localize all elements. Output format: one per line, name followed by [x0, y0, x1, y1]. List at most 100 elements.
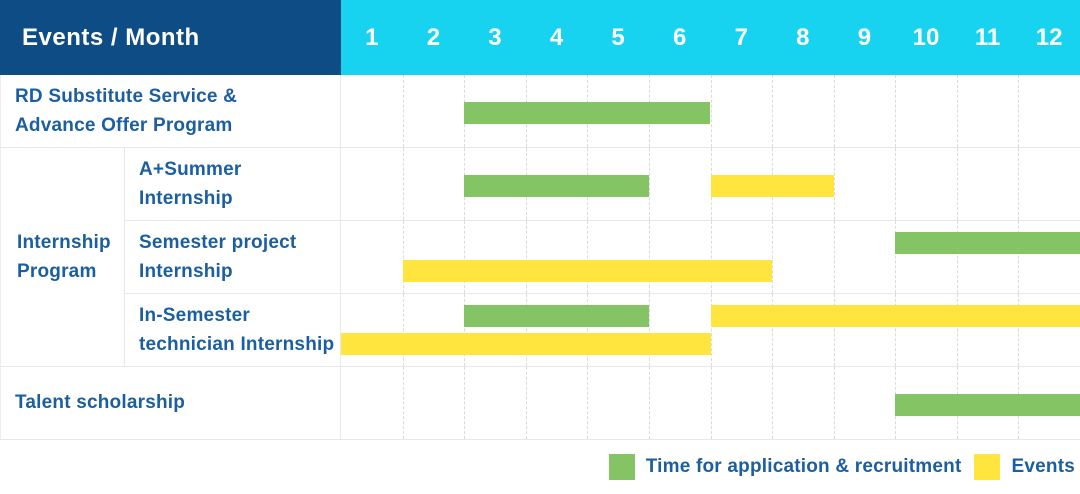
month-label: 1 — [365, 23, 379, 51]
month-label: 2 — [426, 23, 441, 51]
timeline-cell — [341, 221, 1080, 293]
row-label-line: Semester project — [139, 231, 297, 253]
event-bar — [710, 305, 1080, 328]
month-gridline — [587, 221, 589, 293]
row-label-line: Advance Offer Program — [15, 115, 233, 136]
legend-item-events: Events — [974, 454, 1075, 480]
event-bar — [402, 259, 773, 282]
month-label: 7 — [734, 23, 748, 51]
table-row: Talent scholarship — [1, 367, 1080, 440]
month-gridline — [402, 148, 404, 220]
row-label-line: Internship — [139, 261, 233, 282]
month-label: 11 — [974, 23, 1001, 51]
month-gridline — [710, 294, 712, 366]
application-bar — [895, 394, 1080, 417]
month-gridline — [402, 221, 404, 293]
group-rows: A+Summer Internship Semester project Intern… — [125, 148, 1080, 367]
month-header-strip: 1 2 3 4 5 6 7 8 9 10 11 12 — [341, 0, 1080, 75]
month-gridline — [772, 294, 774, 366]
month-gridline — [895, 221, 897, 293]
month-gridline — [1018, 148, 1020, 220]
month-label: 5 — [611, 23, 625, 51]
month-gridline — [956, 221, 958, 293]
month-gridline — [710, 75, 712, 147]
legend: Time for application & recruitment Event… — [0, 440, 1080, 494]
month-label: 8 — [796, 23, 810, 51]
month-label: 4 — [549, 23, 564, 51]
row-label-line: Program — [17, 261, 97, 282]
application-swatch-icon — [608, 454, 635, 480]
month-gridline — [464, 367, 466, 439]
row-label-line: Talent scholarship — [15, 392, 186, 414]
timeline-cell — [341, 367, 1080, 439]
application-bar — [895, 232, 1080, 255]
month-gridline — [956, 75, 958, 147]
month-gridline — [402, 294, 404, 366]
month-gridline — [648, 294, 650, 366]
month-gridline — [895, 148, 897, 220]
table-header: Events / Month 1 2 3 4 5 6 7 8 9 10 11 12 — [0, 0, 1080, 75]
month-gridline — [402, 367, 404, 439]
month-gridline — [710, 221, 712, 293]
row-label-line: Internship — [17, 231, 111, 253]
month-gridline — [772, 221, 774, 293]
row-label-line: technician Internship — [139, 334, 335, 355]
row-label: In-Semester technician Internship — [125, 294, 341, 366]
month-gridline — [895, 294, 897, 366]
month-gridline — [895, 75, 897, 147]
month-label: 10 — [912, 23, 940, 51]
row-label-line: Internship — [139, 188, 233, 209]
timeline-body: RD Substitute Service & Advance Offer Pro… — [0, 75, 1080, 440]
row-label: RD Substitute Service & Advance Offer Pro… — [1, 75, 341, 147]
month-gridline — [833, 75, 835, 147]
event-bar — [341, 332, 711, 355]
month-label: 12 — [1035, 23, 1063, 51]
row-label: Semester project Internship — [125, 221, 341, 293]
row-label: A+Summer Internship — [125, 148, 341, 220]
events-swatch-icon — [974, 454, 1001, 480]
month-gridline — [772, 367, 774, 439]
legend-events-label: Events — [1011, 456, 1075, 477]
month-gridline — [833, 367, 835, 439]
month-gridline — [710, 367, 712, 439]
month-gridline — [525, 294, 527, 366]
timeline-cell — [341, 294, 1080, 366]
month-gridline — [833, 221, 835, 293]
row-label: Talent scholarship — [1, 367, 341, 439]
month-gridline — [1018, 221, 1020, 293]
month-gridline — [648, 148, 650, 220]
month-gridline — [525, 221, 527, 293]
month-gridline — [1018, 294, 1020, 366]
row-label-line: In-Semester — [139, 304, 250, 326]
month-gridline — [1018, 75, 1020, 147]
table-row: A+Summer Internship — [125, 148, 1080, 221]
group-label-cell: Internship Program — [1, 148, 125, 367]
row-group: Internship Program A+Summer Internship Semes… — [1, 148, 1080, 367]
month-gridline — [464, 221, 466, 293]
table-row: RD Substitute Service & Advance Offer Pro… — [1, 75, 1080, 148]
month-gridline — [648, 221, 650, 293]
month-gridline — [402, 75, 404, 147]
application-bar — [464, 175, 649, 198]
timeline-cell — [341, 75, 1080, 147]
month-gridline — [587, 367, 589, 439]
legend-application-label: Time for application & recruitment — [645, 456, 962, 477]
month-gridline — [833, 148, 835, 220]
month-gridline — [648, 367, 650, 439]
month-label: 3 — [488, 23, 502, 51]
legend-item-application: Time for application & recruitment — [608, 454, 962, 480]
table-row: In-Semester technician Internship — [125, 294, 1080, 367]
month-gridline — [525, 367, 527, 439]
row-label-line: A+Summer — [139, 158, 242, 180]
application-bar — [464, 102, 711, 125]
event-bar — [710, 175, 834, 198]
application-bar — [464, 305, 649, 328]
table-row: Semester project Internship — [125, 221, 1080, 294]
month-gridline — [833, 294, 835, 366]
month-gridline — [587, 294, 589, 366]
month-label: 9 — [857, 23, 872, 51]
month-gridline — [772, 75, 774, 147]
month-gridline — [956, 294, 958, 366]
timeline-cell — [341, 148, 1080, 220]
